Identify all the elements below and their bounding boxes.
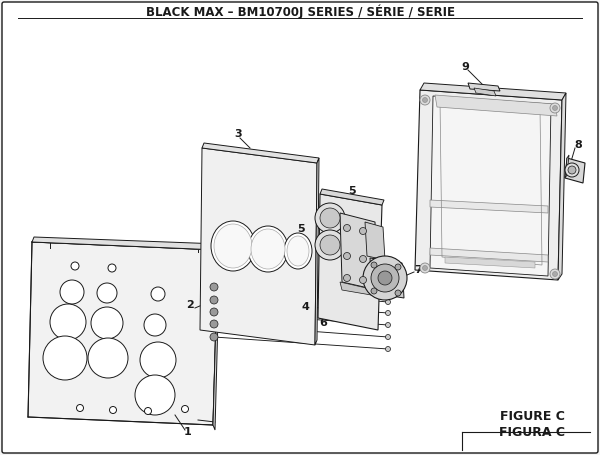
Circle shape [550,103,560,113]
Polygon shape [28,242,218,425]
Circle shape [210,308,218,316]
Circle shape [210,320,218,328]
Circle shape [144,314,166,336]
Circle shape [378,271,392,285]
Polygon shape [200,148,317,345]
Text: 8: 8 [574,140,582,150]
Polygon shape [468,83,500,91]
Circle shape [371,288,377,294]
Text: 3: 3 [234,129,242,139]
Polygon shape [430,96,551,276]
Polygon shape [565,155,569,178]
Polygon shape [370,258,404,298]
Circle shape [343,274,350,282]
Polygon shape [213,244,220,430]
Circle shape [395,290,401,296]
Circle shape [88,338,128,378]
Circle shape [343,253,350,259]
Circle shape [420,95,430,105]
Circle shape [565,163,579,177]
Polygon shape [202,143,319,163]
Ellipse shape [211,221,255,271]
Text: 9: 9 [461,62,469,72]
Circle shape [151,287,165,301]
Polygon shape [474,88,496,96]
Circle shape [140,342,176,378]
Text: BLACK MAX – BM10700J SERIES / SÉRIE / SERIE: BLACK MAX – BM10700J SERIES / SÉRIE / SE… [146,5,455,19]
Circle shape [91,307,123,339]
Text: 5: 5 [297,224,305,234]
Circle shape [320,235,340,255]
Polygon shape [320,189,384,205]
Circle shape [359,228,367,234]
Text: FIGURA C: FIGURA C [499,425,565,439]
Circle shape [182,405,188,413]
Polygon shape [445,257,535,268]
Circle shape [145,408,151,415]
Circle shape [210,283,218,291]
Polygon shape [430,200,548,213]
Circle shape [359,277,367,283]
Circle shape [371,262,377,268]
Ellipse shape [248,226,288,272]
Circle shape [97,283,117,303]
Circle shape [60,280,84,304]
Circle shape [50,304,86,340]
Polygon shape [558,93,566,280]
Circle shape [386,323,391,328]
Ellipse shape [284,233,312,269]
Text: 2: 2 [186,300,194,310]
Circle shape [386,310,391,315]
Circle shape [386,299,391,304]
Polygon shape [420,83,566,100]
Circle shape [320,208,340,228]
Circle shape [550,269,560,279]
Polygon shape [315,158,319,345]
Text: 5: 5 [348,186,356,196]
Circle shape [315,203,345,233]
Circle shape [363,256,407,300]
Circle shape [371,264,399,292]
Ellipse shape [251,229,285,269]
Text: 6: 6 [319,318,327,328]
Circle shape [343,224,350,232]
Circle shape [315,230,345,260]
Text: 1: 1 [184,427,192,437]
Circle shape [422,97,427,102]
Circle shape [553,272,557,277]
Text: 4: 4 [301,302,309,312]
Polygon shape [318,194,382,330]
Polygon shape [340,282,377,296]
Circle shape [386,334,391,339]
Polygon shape [430,248,548,262]
Circle shape [135,375,175,415]
Circle shape [553,106,557,111]
Polygon shape [365,222,385,260]
Circle shape [43,336,87,380]
Polygon shape [32,237,220,250]
Circle shape [210,333,218,341]
Circle shape [568,166,576,174]
Circle shape [395,264,401,270]
Circle shape [422,266,427,271]
Circle shape [386,347,391,352]
Polygon shape [435,95,557,116]
Circle shape [110,406,116,414]
Polygon shape [415,90,562,280]
Ellipse shape [287,236,309,266]
Polygon shape [340,213,377,290]
Ellipse shape [214,224,252,268]
Circle shape [77,404,83,411]
Circle shape [420,263,430,273]
Circle shape [108,264,116,272]
Text: 7: 7 [414,265,422,275]
Polygon shape [565,158,585,183]
Circle shape [71,262,79,270]
Text: FIGURE C: FIGURE C [500,410,565,423]
Circle shape [359,256,367,263]
Circle shape [210,296,218,304]
